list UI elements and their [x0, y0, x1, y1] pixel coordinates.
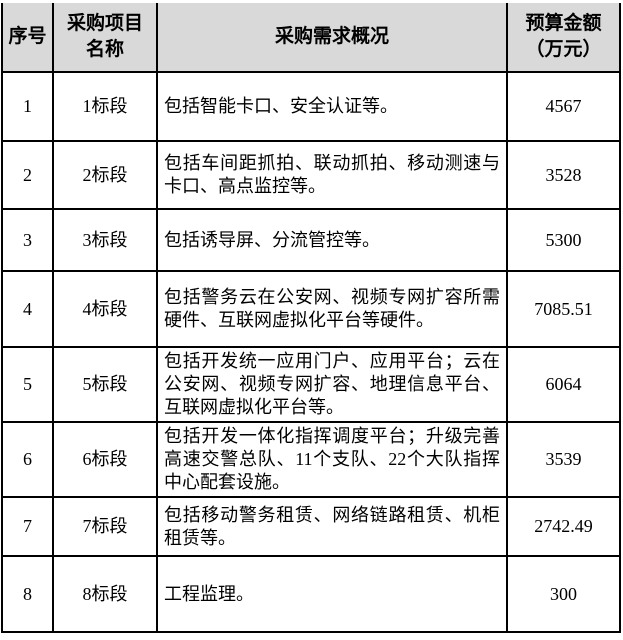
cell-project-name: 7标段 [52, 496, 158, 557]
cell-requirement: 包括智能卡口、安全认证等。 [156, 71, 508, 142]
header-row: 序号 采购项目 名称 采购需求概况 预算金额 （万元） [1, 3, 621, 73]
header-project-name-line2: 名称 [85, 39, 124, 60]
cell-serial: 8 [1, 555, 54, 633]
cell-requirement: 包括诱导屏、分流管控等。 [156, 208, 508, 272]
header-cell-project-name: 采购项目 名称 [52, 3, 158, 73]
cell-requirement: 包括警务云在公安网、视频专网扩容所需硬件、互联网虚拟化平台等硬件。 [156, 270, 508, 348]
table-row: 1 1标段 包括智能卡口、安全认证等。 4567 [1, 71, 621, 142]
header-budget-line2: （万元） [525, 39, 602, 60]
cell-requirement: 包括车间距抓拍、联动抓拍、移动测速与卡口、高点监控等。 [156, 140, 508, 210]
cell-budget: 5300 [506, 208, 621, 272]
cell-requirement: 包括开发一体化指挥调度平台；升级完善高速交警总队、11个支队、22个大队指挥中心… [156, 421, 508, 498]
header-serial-label: 序号 [8, 26, 47, 47]
cell-serial: 3 [1, 208, 54, 272]
header-cell-requirement: 采购需求概况 [156, 3, 508, 73]
cell-project-name: 2标段 [52, 140, 158, 210]
cell-budget: 4567 [506, 71, 621, 142]
cell-project-name: 3标段 [52, 208, 158, 272]
cell-budget: 2742.49 [506, 496, 621, 557]
cell-project-name: 4标段 [52, 270, 158, 348]
cell-serial: 7 [1, 496, 54, 557]
cell-requirement: 包括移动警务租赁、网络链路租赁、机柜租赁等。 [156, 496, 508, 557]
procurement-table: 序号 采购项目 名称 采购需求概况 预算金额 （万元） 1 1标段 包括智能卡 [1, 3, 621, 633]
cell-project-name: 5标段 [52, 346, 158, 423]
header-requirement-label: 采购需求概况 [274, 26, 389, 47]
cell-serial: 2 [1, 140, 54, 210]
cell-serial: 6 [1, 421, 54, 498]
cell-serial: 1 [1, 71, 54, 142]
cell-project-name: 1标段 [52, 71, 158, 142]
document-page: 序号 采购项目 名称 采购需求概况 预算金额 （万元） 1 1标段 包括智能卡 [0, 3, 623, 640]
cell-requirement: 工程监理。 [156, 555, 508, 633]
cell-serial: 5 [1, 346, 54, 423]
table-body: 1 1标段 包括智能卡口、安全认证等。 4567 2 2标段 包括车间距抓拍、联… [1, 71, 621, 633]
table-row: 4 4标段 包括警务云在公安网、视频专网扩容所需硬件、互联网虚拟化平台等硬件。 … [1, 270, 621, 348]
cell-project-name: 6标段 [52, 421, 158, 498]
header-cell-budget: 预算金额 （万元） [506, 3, 621, 73]
cell-budget: 3539 [506, 421, 621, 498]
table-row: 8 8标段 工程监理。 300 [1, 555, 621, 633]
cell-budget: 7085.51 [506, 270, 621, 348]
header-budget-line1: 预算金额 [525, 13, 602, 34]
table-row: 3 3标段 包括诱导屏、分流管控等。 5300 [1, 208, 621, 272]
cell-requirement: 包括开发统一应用门户、应用平台；云在公安网、视频专网扩容、地理信息平台、互联网虚… [156, 346, 508, 423]
table-header: 序号 采购项目 名称 采购需求概况 预算金额 （万元） [1, 3, 621, 73]
table-row: 5 5标段 包括开发统一应用门户、应用平台；云在公安网、视频专网扩容、地理信息平… [1, 346, 621, 423]
table-row: 7 7标段 包括移动警务租赁、网络链路租赁、机柜租赁等。 2742.49 [1, 496, 621, 557]
cell-budget: 3528 [506, 140, 621, 210]
table-row: 6 6标段 包括开发一体化指挥调度平台；升级完善高速交警总队、11个支队、22个… [1, 421, 621, 498]
table-row: 2 2标段 包括车间距抓拍、联动抓拍、移动测速与卡口、高点监控等。 3528 [1, 140, 621, 210]
header-cell-serial: 序号 [1, 3, 54, 73]
cell-budget: 6064 [506, 346, 621, 423]
cell-serial: 4 [1, 270, 54, 348]
cell-budget: 300 [506, 555, 621, 633]
header-project-name-line1: 采购项目 [66, 13, 143, 34]
cell-project-name: 8标段 [52, 555, 158, 633]
